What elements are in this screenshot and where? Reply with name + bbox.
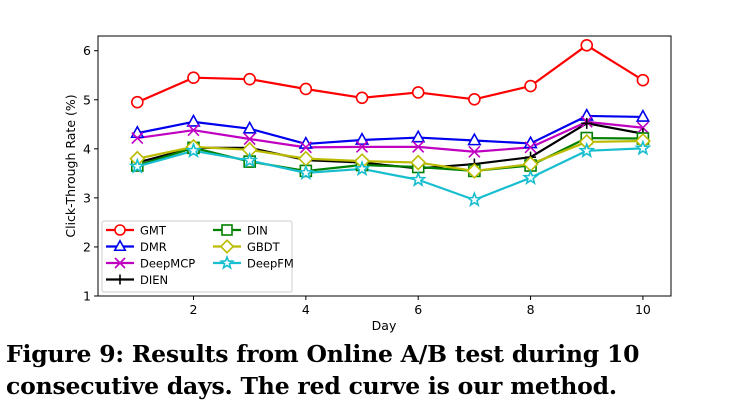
data-point-gmt xyxy=(580,39,594,52)
data-point-dmr xyxy=(411,129,426,143)
data-point-gmt xyxy=(636,73,650,87)
data-point-deepmcp xyxy=(412,140,425,153)
series-markers-gmt xyxy=(131,39,650,109)
data-point-deepfm xyxy=(241,151,259,168)
legend-marker-deepfm xyxy=(219,254,235,270)
data-point-gmt xyxy=(299,82,313,96)
data-point-deepfm xyxy=(297,163,315,181)
legend-label-dien: DIEN xyxy=(140,273,168,287)
legend-label-din: DIN xyxy=(247,224,268,238)
legend-label-deepmcp: DeepMCP xyxy=(140,257,195,271)
legend-entry-dmr: DMR xyxy=(106,239,167,254)
y-tick-label: 3 xyxy=(83,190,91,205)
data-point-deepmcp xyxy=(355,140,369,153)
legend-entry-deepfm: DeepFM xyxy=(213,254,294,271)
x-axis-ticks: 2 4 6 8 10 xyxy=(190,296,651,317)
series-lines xyxy=(136,44,644,201)
y-tick-label: 2 xyxy=(83,239,91,254)
series-markers-dmr xyxy=(130,107,651,149)
figure-caption: Figure 9: Results from Online A/B test d… xyxy=(6,340,640,400)
series-markers xyxy=(128,39,652,208)
legend-label-gbdt: GBDT xyxy=(247,240,281,254)
series-line-deepfm xyxy=(137,147,643,201)
data-point-dmr xyxy=(635,108,651,122)
legend-marker-dien xyxy=(115,274,125,285)
legend-entry-gmt: GMT xyxy=(106,224,167,238)
x-tick-label: 6 xyxy=(414,302,422,317)
legend-box xyxy=(101,220,293,293)
data-point-deepmcp xyxy=(299,141,312,154)
data-point-deepmcp xyxy=(524,141,537,154)
data-point-gmt xyxy=(355,91,369,105)
y-axis-label: Click-Through Rate (%) xyxy=(63,94,78,237)
legend-marker-gmt xyxy=(114,224,126,236)
series-line-deepmcp xyxy=(137,120,644,153)
y-tick-label: 4 xyxy=(83,141,91,156)
x-tick-label: 2 xyxy=(190,302,198,317)
data-point-deepfm xyxy=(522,168,540,185)
x-tick-label: 4 xyxy=(302,302,310,317)
legend-marker-dmr xyxy=(113,239,127,252)
series-markers-gbdt xyxy=(129,132,651,179)
legend-entry-gbdt: GBDT xyxy=(213,239,281,254)
data-point-gmt xyxy=(243,72,256,86)
data-point-deepfm xyxy=(578,141,596,158)
y-axis-ticks: 1 2 3 4 5 6 xyxy=(83,43,98,304)
data-point-dmr xyxy=(242,120,257,134)
data-point-dien xyxy=(581,117,593,129)
data-point-gmt xyxy=(131,95,144,109)
data-point-deepfm xyxy=(353,160,371,177)
legend-entry-din: DIN xyxy=(213,224,268,238)
series-markers-deepfm xyxy=(128,139,652,208)
data-point-dmr xyxy=(467,132,482,146)
legend-marker-deepmcp xyxy=(114,257,126,269)
data-point-dmr xyxy=(354,132,370,145)
data-point-deepfm xyxy=(185,141,202,158)
data-point-gbdt xyxy=(410,154,427,171)
data-point-deepfm xyxy=(128,157,146,174)
data-point-gbdt xyxy=(466,162,483,179)
legend: GMT DMR DeepMCP DIEN DIN GBDT DeepFM xyxy=(101,220,294,293)
x-axis-label: Day xyxy=(372,318,397,333)
legend-marker-din xyxy=(221,224,233,236)
data-point-deepmcp xyxy=(636,121,649,134)
data-point-dmr xyxy=(186,113,201,127)
y-tick-label: 6 xyxy=(83,43,91,58)
series-line-gbdt xyxy=(137,139,643,173)
legend-label-deepfm: DeepFM xyxy=(247,257,294,271)
legend-label-dmr: DMR xyxy=(140,240,167,254)
data-point-deepfm xyxy=(465,190,483,208)
ctr-line-chart: 1 2 3 4 5 6 2 4 6 8 10 Day Click-Through Rate (%)… xyxy=(63,35,672,333)
legend-entry-dien: DIEN xyxy=(106,273,168,287)
data-point-gbdt xyxy=(297,150,314,167)
y-tick-label: 1 xyxy=(83,289,91,304)
data-point-deepfm xyxy=(634,139,652,156)
data-point-gmt xyxy=(524,79,537,93)
x-tick-label: 10 xyxy=(635,302,651,317)
data-point-gmt xyxy=(411,86,425,99)
x-tick-label: 8 xyxy=(527,302,535,317)
legend-label-gmt: GMT xyxy=(140,224,167,238)
y-tick-label: 5 xyxy=(83,92,91,107)
series-line-gmt xyxy=(136,44,644,104)
data-point-deepmcp xyxy=(131,131,144,145)
data-point-gmt xyxy=(468,92,481,106)
series-line-dmr xyxy=(137,114,643,146)
legend-marker-gbdt xyxy=(219,239,235,254)
data-point-deepfm xyxy=(409,170,427,187)
plot-frame xyxy=(97,35,672,297)
data-point-deepmcp xyxy=(187,124,200,137)
data-point-deepmcp xyxy=(468,145,481,158)
legend-entry-deepmcp: DeepMCP xyxy=(106,257,195,271)
data-point-deepmcp xyxy=(243,132,256,146)
data-point-gmt xyxy=(187,71,200,84)
